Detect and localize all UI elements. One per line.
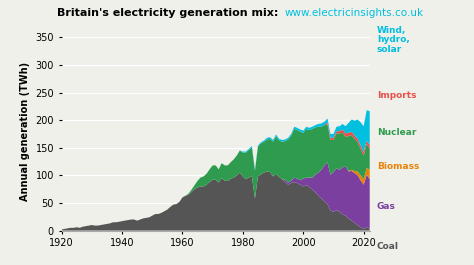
Text: Gas: Gas [377,202,396,211]
Text: Britain's electricity generation mix:: Britain's electricity generation mix: [57,8,278,18]
Y-axis label: Annual generation (TWh): Annual generation (TWh) [20,62,30,201]
Text: Imports: Imports [377,91,416,100]
Text: Nuclear: Nuclear [377,128,416,137]
Text: www.electricinsights.co.uk: www.electricinsights.co.uk [284,8,424,18]
Text: Wind,
hydro,
solar: Wind, hydro, solar [377,25,410,54]
Text: Coal: Coal [377,242,399,251]
Text: Biomass: Biomass [377,162,419,171]
